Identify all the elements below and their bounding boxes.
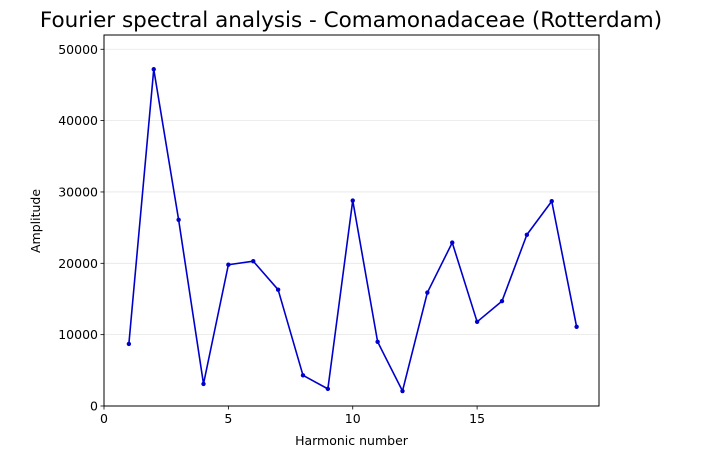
x-tick-label: 15 bbox=[469, 411, 485, 426]
data-point bbox=[524, 232, 530, 237]
data-point bbox=[151, 67, 156, 72]
data-point bbox=[574, 324, 579, 330]
y-axis-label: Amplitude bbox=[28, 189, 43, 253]
y-tick-label: 40000 bbox=[58, 113, 98, 128]
data-point bbox=[275, 287, 281, 292]
data-point bbox=[325, 386, 331, 392]
grid-lines bbox=[104, 48, 599, 407]
data-point bbox=[499, 298, 505, 304]
data-point bbox=[251, 258, 256, 264]
data-point bbox=[549, 199, 554, 204]
y-tick-label: 0 bbox=[90, 399, 98, 414]
plot-area-frame bbox=[103, 34, 600, 407]
x-tick-label: 5 bbox=[224, 411, 232, 426]
data-point bbox=[400, 388, 405, 394]
x-tick-label: 0 bbox=[100, 411, 108, 426]
data-point bbox=[474, 319, 480, 325]
x-tick-label: 10 bbox=[345, 411, 361, 426]
data-point bbox=[126, 341, 132, 347]
data-point bbox=[176, 217, 181, 222]
y-tick-label: 30000 bbox=[58, 184, 98, 199]
data-point bbox=[226, 262, 231, 267]
x-axis-label: Harmonic number bbox=[295, 433, 409, 448]
data-point bbox=[350, 198, 355, 203]
data-point bbox=[375, 339, 380, 344]
data-point bbox=[425, 290, 430, 295]
series-line bbox=[128, 68, 578, 392]
data-series bbox=[126, 67, 579, 394]
data-point bbox=[201, 381, 206, 387]
data-point bbox=[450, 240, 455, 245]
data-point bbox=[300, 373, 306, 378]
chart-title: Fourier spectral analysis - Comamonadace… bbox=[40, 8, 662, 33]
y-tick-label: 50000 bbox=[58, 42, 98, 57]
axis-ticks: 0 10000 20000 30000 40000 50000 0 5 10 15 bbox=[58, 42, 485, 426]
y-tick-label: 10000 bbox=[58, 327, 98, 342]
y-tick-label: 20000 bbox=[58, 256, 98, 271]
